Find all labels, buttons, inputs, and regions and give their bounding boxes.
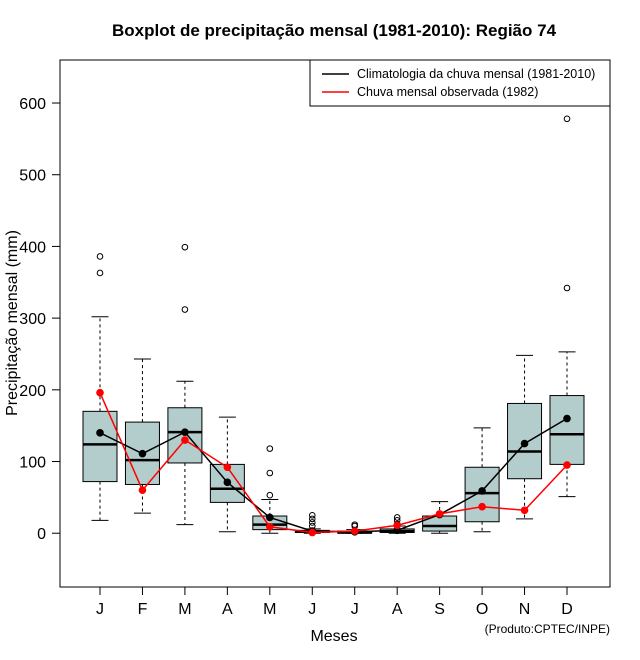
box-10 — [464, 427, 500, 533]
series-point — [266, 513, 274, 522]
outlier-point — [266, 491, 274, 499]
y-tick-label: 0 — [37, 526, 46, 543]
y-axis: 0 100 200 300 400 500 600 — [19, 96, 61, 543]
outlier-point — [308, 515, 316, 523]
y-axis-label: Precipitação mensal (mm) — [4, 230, 21, 416]
series-observed — [96, 388, 571, 537]
series-point — [138, 449, 147, 458]
x-tick-label: M — [263, 601, 276, 618]
x-axis-label: Meses — [310, 628, 357, 645]
y-tick-label: 300 — [19, 311, 46, 328]
series-point — [520, 506, 529, 515]
outlier-point — [96, 269, 104, 277]
x-tick-label: J — [308, 601, 316, 618]
legend-label-climatology: Climatologia da chuva mensal (1981-2010) — [357, 67, 595, 81]
series-point — [520, 439, 529, 448]
outlier-point — [96, 253, 104, 260]
x-tick-label: A — [222, 601, 233, 618]
series-point — [308, 528, 317, 537]
series-point — [478, 487, 486, 495]
box-4 — [209, 416, 245, 533]
x-tick-label: A — [392, 601, 403, 618]
legend: Climatologia da chuva mensal (1981-2010)… — [309, 59, 611, 107]
credit-text: (Produto:CPTEC/INPE) — [485, 622, 610, 636]
outlier-point — [181, 306, 189, 313]
series-point — [138, 486, 147, 495]
outlier-point — [266, 445, 274, 452]
outlier-point — [181, 243, 189, 251]
outlier-point — [266, 469, 274, 477]
box-9 — [422, 501, 458, 534]
x-tick-label: O — [476, 601, 488, 618]
chart-title: Boxplot de precipitação mensal (1981-201… — [112, 21, 557, 40]
series-point — [96, 388, 104, 397]
outlier-point — [393, 514, 401, 521]
x-tick-label: S — [434, 601, 445, 618]
series-point — [181, 428, 189, 436]
series-point — [223, 478, 232, 487]
y-tick-label: 500 — [19, 168, 46, 185]
x-tick-label: N — [519, 601, 531, 618]
y-tick-label: 100 — [19, 455, 46, 472]
series-point — [478, 502, 486, 511]
box-3 — [167, 243, 203, 526]
box-1 — [82, 253, 118, 521]
series-point — [435, 510, 444, 518]
series-point — [563, 414, 571, 423]
x-tick-label: M — [178, 601, 191, 618]
outlier-point — [308, 511, 316, 519]
x-tick-label: J — [96, 601, 104, 618]
x-tick-label: J — [351, 601, 359, 618]
series-lines — [96, 388, 571, 537]
box-iqr — [82, 410, 118, 483]
series-point — [181, 436, 189, 444]
outlier-point — [308, 519, 316, 526]
y-tick-label: 200 — [19, 383, 46, 400]
box-iqr — [549, 395, 585, 465]
y-tick-label: 400 — [19, 239, 46, 256]
series-point — [266, 522, 274, 531]
legend-box — [309, 59, 611, 107]
series-point — [563, 461, 571, 469]
x-tick-label: F — [138, 601, 148, 618]
outlier-point — [563, 284, 571, 292]
x-tick-label: D — [561, 601, 573, 618]
series-point — [350, 527, 359, 535]
y-tick-label: 600 — [19, 96, 46, 113]
series-point — [393, 521, 401, 530]
outlier-point — [563, 115, 571, 123]
series-point — [223, 463, 232, 472]
legend-label-observed: Chuva mensal observada (1982) — [357, 85, 538, 99]
series-climatology — [96, 414, 571, 536]
box-12 — [549, 115, 585, 498]
series-line — [99, 392, 568, 534]
series-point — [96, 429, 104, 437]
